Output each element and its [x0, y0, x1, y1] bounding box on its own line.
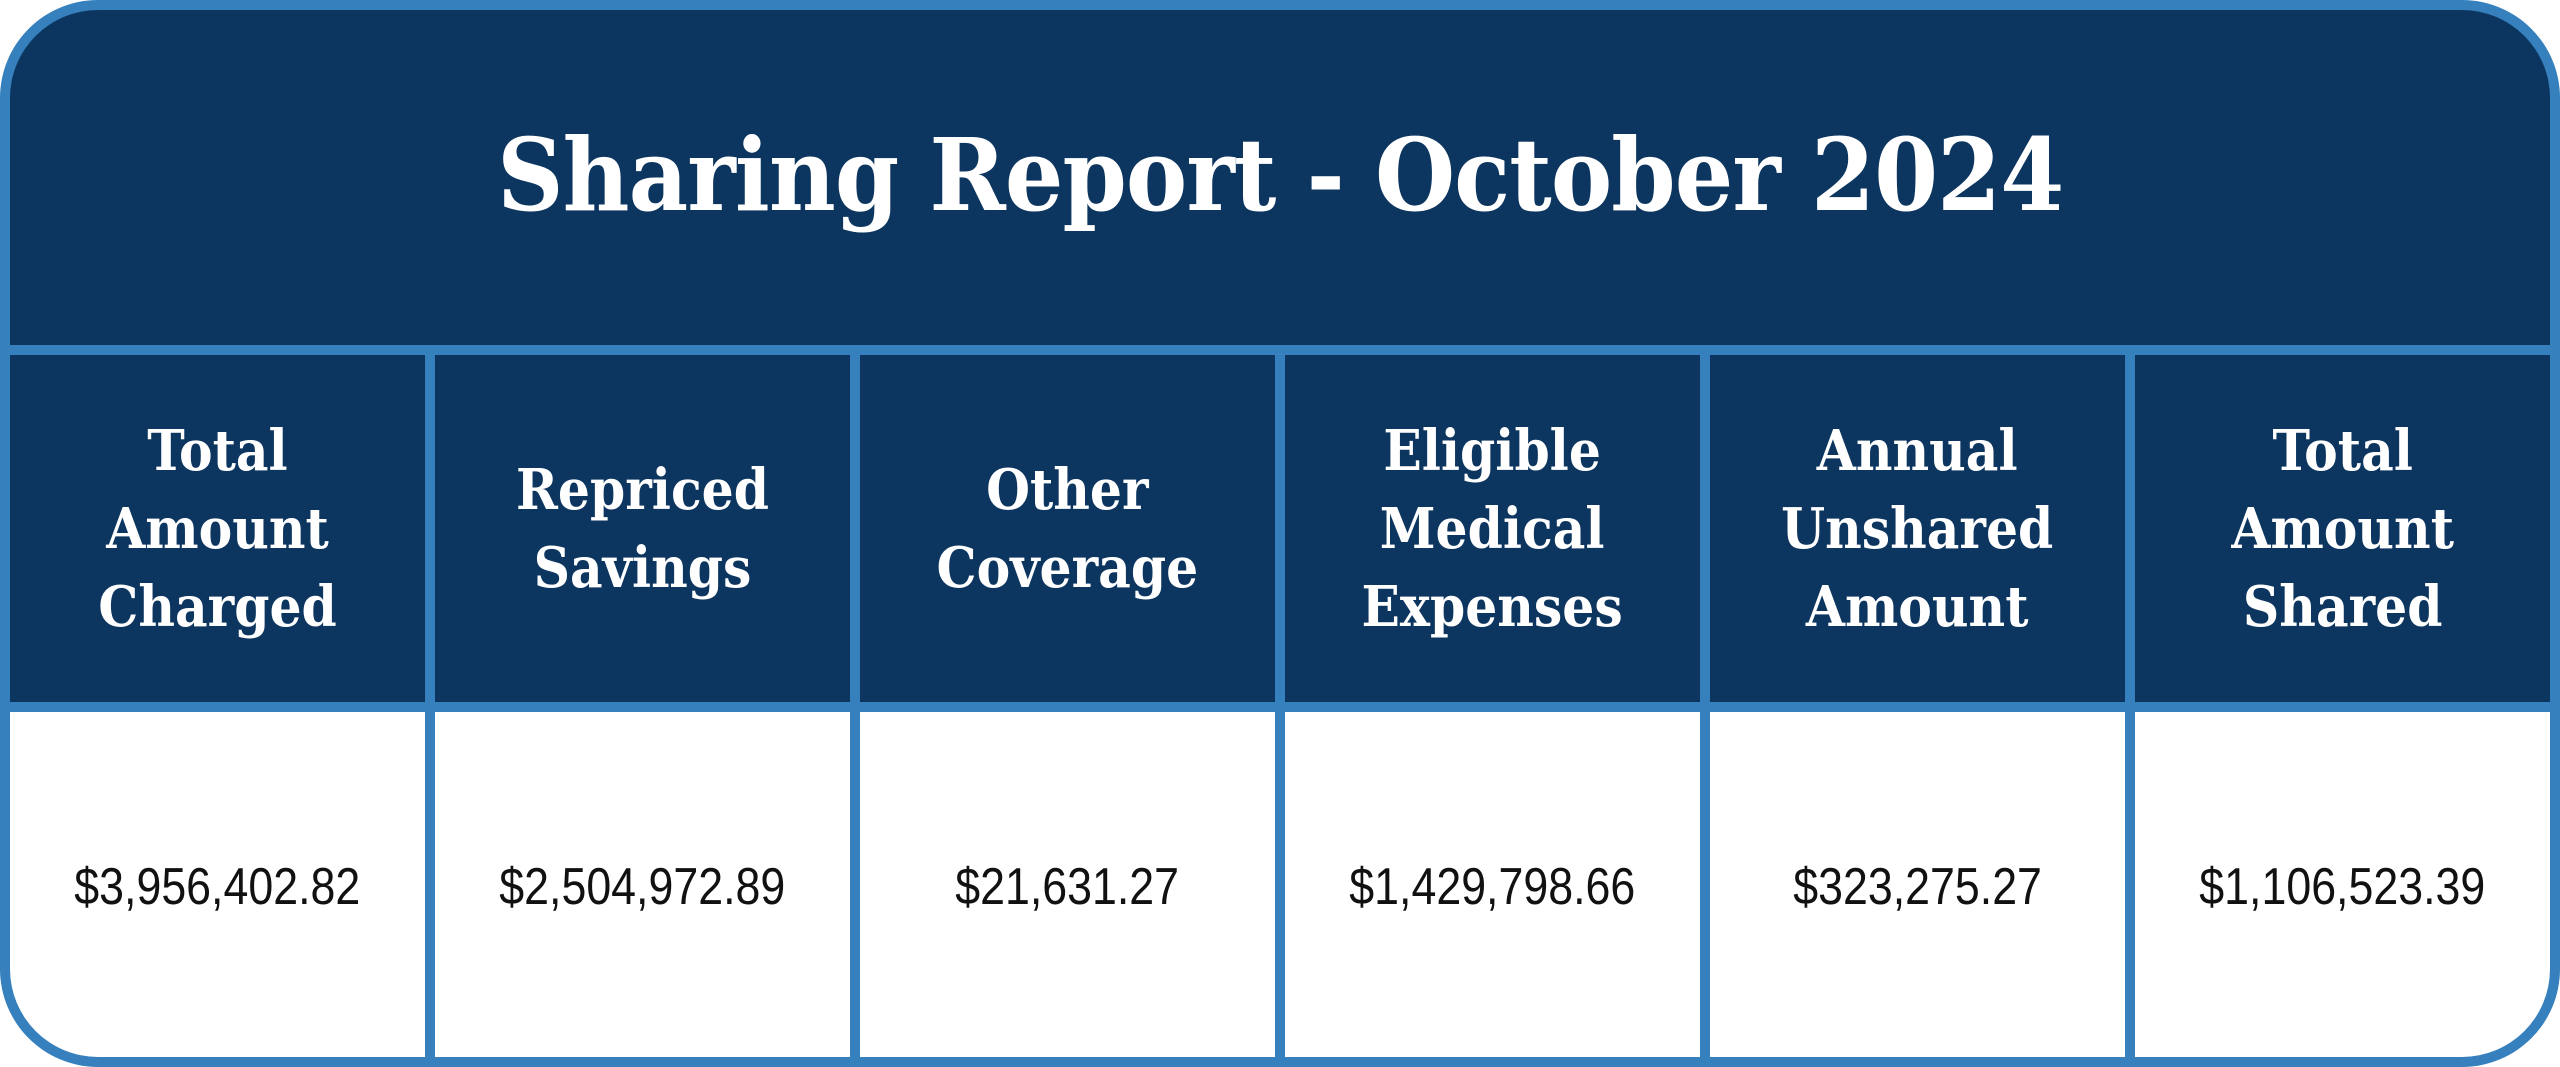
title-band: Sharing Report - October 2024	[10, 10, 2550, 345]
value-repriced-savings: $2,504,972.89	[435, 712, 850, 1057]
value-text: $323,275.27	[1793, 857, 2042, 916]
header-label: Eligible Medical Expenses	[1361, 417, 1624, 640]
header-label: Total Amount Charged	[98, 417, 337, 640]
header-row: Total Amount Charged Repriced Savings Ot…	[10, 355, 2550, 702]
header-total-amount-charged: Total Amount Charged	[10, 355, 425, 702]
value-row: $3,956,402.82 $2,504,972.89 $21,631.27 $…	[10, 712, 2550, 1057]
header-other-coverage: Other Coverage	[860, 355, 1275, 702]
report-title: Sharing Report - October 2024	[496, 115, 2064, 234]
value-text: $1,106,523.39	[2199, 857, 2486, 916]
header-label: Annual Unshared Amount	[1781, 417, 2054, 640]
value-total-amount-shared: $1,106,523.39	[2135, 712, 2550, 1057]
value-text: $21,631.27	[955, 857, 1180, 916]
header-total-amount-shared: Total Amount Shared	[2135, 355, 2550, 702]
header-label: Other Coverage	[936, 456, 1199, 601]
value-text: $1,429,798.66	[1349, 857, 1636, 916]
value-annual-unshared-amount: $323,275.27	[1710, 712, 2125, 1057]
value-text: $3,956,402.82	[74, 857, 361, 916]
header-repriced-savings: Repriced Savings	[435, 355, 850, 702]
header-label: Total Amount Shared	[2231, 417, 2454, 640]
header-label: Repriced Savings	[516, 456, 769, 601]
value-text: $2,504,972.89	[499, 857, 786, 916]
value-other-coverage: $21,631.27	[860, 712, 1275, 1057]
value-eligible-medical-expenses: $1,429,798.66	[1285, 712, 1700, 1057]
value-total-amount-charged: $3,956,402.82	[10, 712, 425, 1057]
header-annual-unshared-amount: Annual Unshared Amount	[1710, 355, 2125, 702]
header-eligible-medical-expenses: Eligible Medical Expenses	[1285, 355, 1700, 702]
